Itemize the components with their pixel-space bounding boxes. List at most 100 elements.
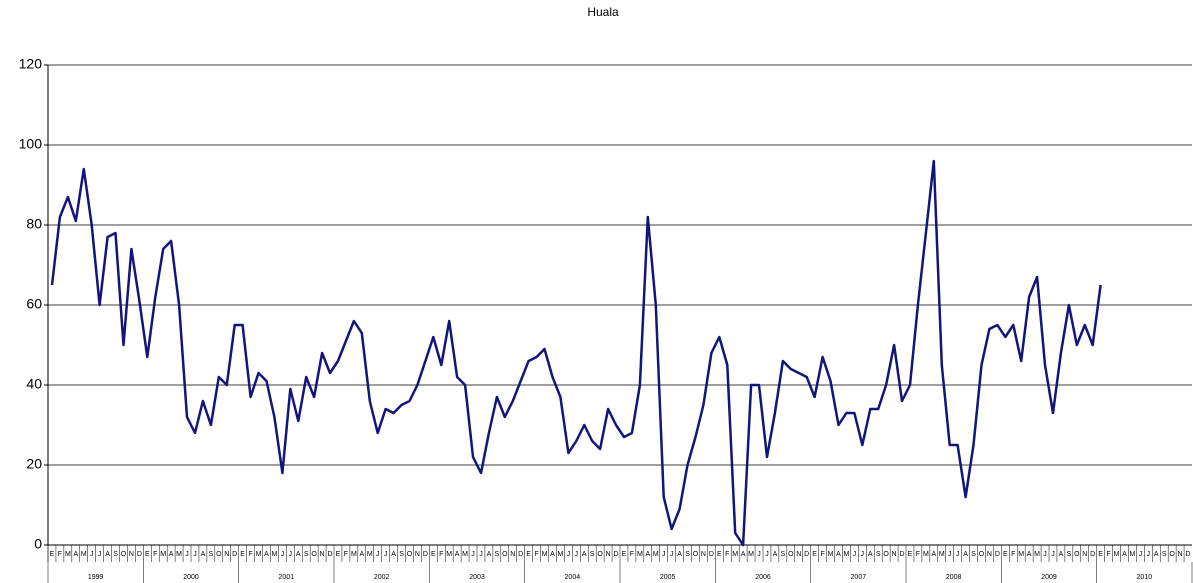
x-tick-label: E (336, 551, 341, 558)
year-label: 2010 (1137, 574, 1153, 581)
x-tick-label: D (518, 551, 523, 558)
x-tick-label: J (575, 551, 579, 558)
x-tick-label: F (725, 551, 729, 558)
x-tick-label: M (939, 551, 945, 558)
x-tick-label: F (153, 551, 157, 558)
x-tick-label: A (677, 551, 682, 558)
x-tick-label: D (709, 551, 714, 558)
year-label: 2002 (374, 574, 390, 581)
x-tick-label: J (662, 551, 666, 558)
x-tick-label: S (971, 551, 976, 558)
x-tick-label: D (613, 551, 618, 558)
x-tick-label: M (367, 551, 373, 558)
x-tick-label: S (1067, 551, 1072, 558)
x-tick-label: S (685, 551, 690, 558)
x-tick-label: M (81, 551, 87, 558)
x-tick-label: D (327, 551, 332, 558)
x-tick-label: J (956, 551, 960, 558)
x-tick-label: S (876, 551, 881, 558)
x-tick-label: M (446, 551, 452, 558)
x-tick-label: M (1034, 551, 1040, 558)
chart-title: Huala (587, 5, 619, 19)
x-tick-label: S (590, 551, 595, 558)
y-tick-label: 100 (19, 136, 43, 152)
x-tick-label: J (670, 551, 674, 558)
x-tick-label: M (843, 551, 849, 558)
x-tick-label: A (296, 551, 301, 558)
x-tick-label: D (232, 551, 237, 558)
y-tick-label: 0 (34, 536, 42, 552)
x-tick-label: M (462, 551, 468, 558)
x-tick-label: S (495, 551, 500, 558)
x-tick-label: N (224, 551, 229, 558)
x-tick-label: A (1154, 551, 1159, 558)
x-tick-label: O (121, 551, 127, 558)
x-tick-label: J (861, 551, 865, 558)
x-tick-label: M (256, 551, 262, 558)
x-tick-label: N (1178, 551, 1183, 558)
y-tick-label: 120 (19, 56, 43, 72)
y-tick-label: 20 (26, 456, 42, 472)
x-tick-label: M (160, 551, 166, 558)
x-tick-label: M (732, 551, 738, 558)
x-tick-label: A (931, 551, 936, 558)
x-tick-label: E (1098, 551, 1103, 558)
x-tick-label: O (1169, 551, 1175, 558)
x-tick-label: E (1003, 551, 1008, 558)
x-tick-label: N (701, 551, 706, 558)
x-tick-label: A (1027, 551, 1032, 558)
x-tick-label: J (185, 551, 189, 558)
x-tick-label: J (384, 551, 388, 558)
x-tick-label: E (812, 551, 817, 558)
x-tick-label: O (693, 551, 699, 558)
x-tick-label: M (748, 551, 754, 558)
x-tick-label: N (415, 551, 420, 558)
x-tick-label: A (201, 551, 206, 558)
x-tick-label: J (853, 551, 857, 558)
x-tick-label: O (1074, 551, 1080, 558)
x-tick-label: A (391, 551, 396, 558)
x-tick-label: J (471, 551, 475, 558)
x-tick-label: A (359, 551, 364, 558)
x-tick-label: A (645, 551, 650, 558)
year-label: 2007 (851, 574, 867, 581)
y-tick-label: 60 (26, 296, 42, 312)
x-tick-label: M (542, 551, 548, 558)
x-tick-label: N (987, 551, 992, 558)
x-tick-label: O (883, 551, 889, 558)
x-tick-label: D (804, 551, 809, 558)
x-tick-label: E (622, 551, 627, 558)
x-tick-label: M (1018, 551, 1024, 558)
x-tick-label: S (113, 551, 118, 558)
x-tick-label: S (399, 551, 404, 558)
x-tick-label: A (455, 551, 460, 558)
x-tick-label: E (908, 551, 913, 558)
year-label: 2004 (565, 574, 581, 581)
x-tick-label: A (963, 551, 968, 558)
x-tick-label: D (137, 551, 142, 558)
x-tick-label: A (264, 551, 269, 558)
x-tick-label: F (820, 551, 824, 558)
year-label: 2005 (660, 574, 676, 581)
x-tick-label: D (1185, 551, 1190, 558)
x-tick-label: F (630, 551, 634, 558)
x-tick-label: N (606, 551, 611, 558)
x-tick-label: J (98, 551, 102, 558)
x-tick-label: F (58, 551, 62, 558)
year-label: 2008 (946, 574, 962, 581)
x-tick-label: F (344, 551, 348, 558)
y-tick-label: 40 (26, 376, 42, 392)
x-tick-label: D (1090, 551, 1095, 558)
x-tick-label: O (311, 551, 317, 558)
x-tick-label: F (1011, 551, 1015, 558)
x-tick-label: N (892, 551, 897, 558)
x-tick-label: O (502, 551, 508, 558)
x-tick-label: M (557, 551, 563, 558)
year-label: 2001 (279, 574, 295, 581)
x-tick-label: E (145, 551, 150, 558)
x-tick-label: J (1043, 551, 1047, 558)
x-tick-label: A (836, 551, 841, 558)
x-tick-label: J (289, 551, 293, 558)
x-tick-label: A (741, 551, 746, 558)
